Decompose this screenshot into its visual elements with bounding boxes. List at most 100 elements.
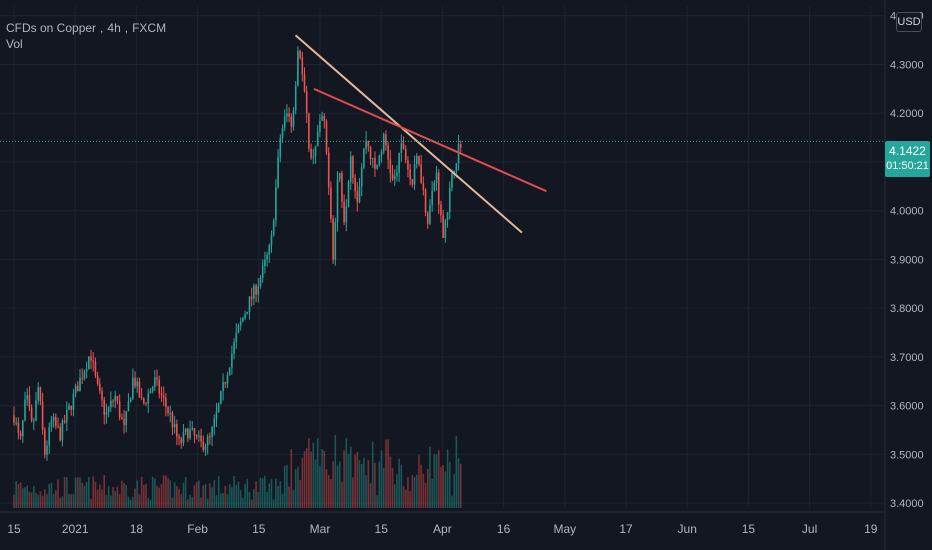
candle-body xyxy=(332,218,334,260)
candle-body xyxy=(422,183,425,190)
volume-bar xyxy=(316,438,319,508)
volume-bar xyxy=(48,484,51,508)
candle-body xyxy=(193,428,196,436)
volume-bar xyxy=(288,486,290,508)
volume-bar xyxy=(198,480,200,508)
volume-bar xyxy=(169,480,172,508)
candle-body xyxy=(101,390,103,400)
candle-body xyxy=(189,429,191,439)
volume-bar xyxy=(118,494,121,508)
volume-bar xyxy=(297,466,299,508)
volume-bar xyxy=(400,464,403,508)
time-axis-label: May xyxy=(553,522,576,536)
volume-bar xyxy=(435,454,438,508)
volume-bar xyxy=(33,486,35,508)
price-axis-label: 3.4000 xyxy=(890,498,924,510)
volume-bar xyxy=(39,491,42,508)
volume-bar xyxy=(290,449,293,508)
candle-body xyxy=(365,140,367,149)
candle-body xyxy=(297,50,299,86)
candle-body xyxy=(173,423,176,428)
volume-bar xyxy=(46,494,48,508)
candle-body xyxy=(30,407,33,421)
candle-body xyxy=(264,259,266,267)
candle-body xyxy=(114,395,117,401)
price-axis-label: 4.0000 xyxy=(890,206,924,218)
candle-body xyxy=(182,432,185,443)
volume-bar xyxy=(314,459,317,508)
candle-body xyxy=(191,428,194,430)
candle-body xyxy=(211,427,213,437)
candle-body xyxy=(429,205,431,224)
candle-body xyxy=(37,387,40,401)
volume-bar xyxy=(242,498,244,508)
candle-body xyxy=(204,445,207,450)
volume-bar xyxy=(132,496,134,508)
volume-bar xyxy=(411,475,414,508)
volume-bar xyxy=(101,489,103,508)
interval[interactable]: 4h xyxy=(107,21,121,35)
volume-indicator-label[interactable]: Vol xyxy=(6,37,23,51)
candle-body xyxy=(74,385,77,394)
volume-bar xyxy=(226,494,229,508)
candle-body xyxy=(176,423,178,437)
candle-body xyxy=(99,383,101,391)
candle-body xyxy=(426,212,429,224)
volume-bar xyxy=(217,476,220,508)
candle-body xyxy=(253,285,255,299)
volume-bar xyxy=(261,478,264,508)
candle-body xyxy=(63,420,66,423)
candle-body xyxy=(442,215,444,238)
candle-body xyxy=(319,120,321,132)
volume-bar xyxy=(231,487,233,508)
candle-body xyxy=(52,416,55,421)
candle-body xyxy=(209,436,211,438)
candle-body xyxy=(321,116,323,121)
candle-body xyxy=(13,415,15,423)
price-axis-label: 3.7000 xyxy=(890,352,924,364)
price-axis-label: 3.5000 xyxy=(890,449,924,461)
volume-bar xyxy=(125,484,128,508)
time-axis-label: Feb xyxy=(187,522,208,536)
volume-bar xyxy=(74,477,77,508)
currency-button[interactable]: USD xyxy=(896,12,922,32)
candle-body xyxy=(112,400,114,402)
volume-bar xyxy=(165,475,167,508)
volume-bar xyxy=(365,475,367,508)
volume-bar xyxy=(413,477,416,508)
candle-body xyxy=(110,400,112,408)
symbol-name[interactable]: CFDs on Copper xyxy=(6,21,97,35)
volume-bar xyxy=(17,484,20,508)
candle-body xyxy=(281,128,284,138)
volume-bar xyxy=(345,437,348,508)
candle-body xyxy=(246,312,249,315)
volume-bar xyxy=(19,482,22,508)
candle-body xyxy=(107,407,110,413)
candle-body xyxy=(299,50,301,58)
volume-bar xyxy=(206,498,209,508)
volume-bar xyxy=(319,466,321,508)
volume-bar xyxy=(85,482,88,508)
candle-body xyxy=(363,148,365,168)
time-axis-label: 15 xyxy=(7,522,21,536)
volume-bar xyxy=(418,454,420,508)
candle-body xyxy=(121,417,123,420)
volume-bar xyxy=(107,486,110,508)
volume-bar xyxy=(237,481,240,508)
candle-body xyxy=(222,381,224,392)
volume-bar xyxy=(279,481,282,508)
candle-body xyxy=(279,137,282,158)
candle-body xyxy=(158,379,161,394)
volume-bar xyxy=(189,494,191,508)
volume-bar xyxy=(459,463,462,508)
volume-bar xyxy=(187,499,189,508)
time-axis-label: 17 xyxy=(619,522,633,536)
bar-countdown: 01:50:21 xyxy=(886,160,929,172)
candle-body xyxy=(213,418,216,428)
volume-bar xyxy=(44,489,46,508)
candle-body xyxy=(70,405,73,410)
volume-bar xyxy=(363,457,365,508)
volume-bar xyxy=(257,492,260,508)
volume-bar xyxy=(382,468,385,508)
